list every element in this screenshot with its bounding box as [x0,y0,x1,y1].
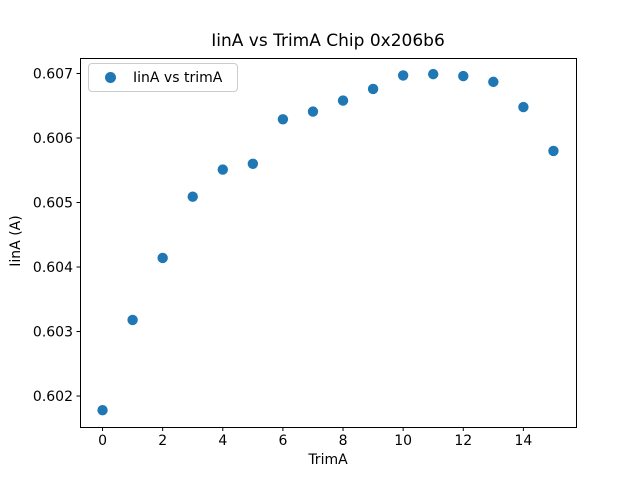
y-tick-label: 0.607 [33,66,73,82]
y-tick-label: 0.606 [33,131,73,147]
legend-label: IinA vs trimA [133,69,223,86]
data-point [217,164,228,175]
x-tick-label: 6 [278,433,287,449]
data-point [428,68,439,80]
data-point [337,95,349,106]
y-tick-label: 0.602 [33,389,73,405]
data-point [397,70,409,81]
x-tick-label: 14 [514,433,532,449]
data-point [277,114,289,125]
data-point [307,106,319,117]
axes-frame [80,58,577,428]
data-point [247,158,259,169]
data-point [127,314,138,326]
y-tick-label: 0.605 [33,196,73,212]
chart-title: IinA vs TrimA Chip 0x206b6 [211,31,445,51]
y-tick-label: 0.603 [33,325,73,341]
x-tick-label: 12 [454,433,472,449]
legend-marker-dot-icon [105,72,116,83]
data-point [518,101,529,113]
x-tick-label: 10 [394,433,412,449]
data-point [458,70,469,82]
y-tick-label: 0.604 [33,260,73,276]
data-point [157,252,168,264]
x-tick-label: 4 [218,433,227,449]
x-tick-label: 0 [98,433,107,449]
x-tick-label: 2 [158,433,167,449]
data-point [97,405,108,416]
data-point [187,191,198,202]
data-point [548,145,559,157]
x-tick-label: 8 [339,433,348,449]
x-axis-label: TrimA [308,452,348,468]
data-point [488,76,499,88]
legend: IinA vs trimA [88,63,239,92]
y-axis-label: IinA (A) [8,215,24,267]
data-point [367,83,379,95]
